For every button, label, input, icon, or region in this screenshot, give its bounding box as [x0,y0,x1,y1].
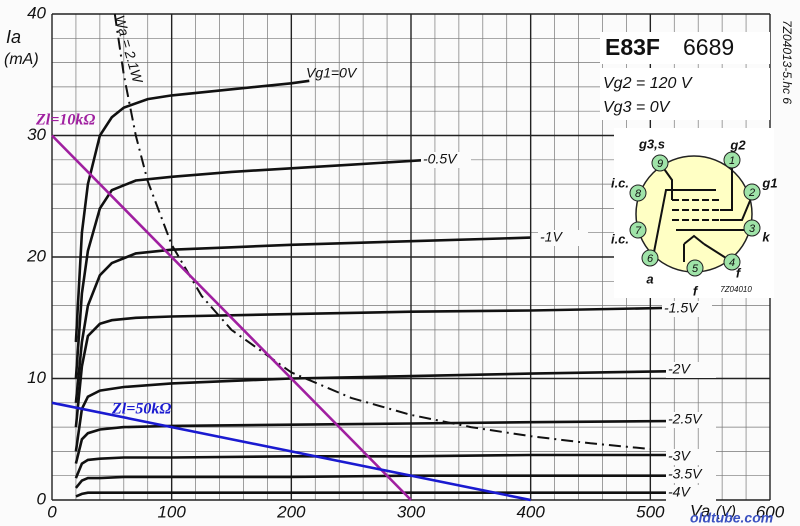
condition: Vg2 = 120 V [603,75,693,92]
pin-label: g1 [761,175,777,190]
label-bg [666,485,716,501]
curves [51,13,675,502]
pin-label: f [693,283,699,298]
x-tick-label: 400 [516,502,545,521]
pin-diagram-code: 7Z04010 [720,285,752,294]
lead [683,243,727,262]
x-tick-label: 500 [636,502,665,521]
series-line [74,453,675,479]
label-bg [666,449,716,465]
drawing-code: 7Z04013-5.hc 6 [780,20,794,104]
x-axis-unit: (V) [716,503,736,520]
pin-number: 8 [635,188,642,200]
series-line [51,401,531,502]
condition: Vg3 = 0V [603,99,671,116]
series-line [74,79,310,343]
electrodes-drawing [653,165,753,262]
series-line [74,419,675,464]
pin [629,184,647,202]
pin [629,221,647,239]
series-line [74,158,429,379]
label-bg [421,152,471,168]
label-bg [662,301,712,317]
chart-subtitle: 6689 [683,34,734,60]
y-axis-unit: (mA) [4,51,39,68]
label-bg [538,230,588,246]
lead [661,165,673,200]
pin-label: f [736,265,742,280]
series-label: Zl=50kΩ [111,401,171,418]
pin-label: g2 [729,137,746,152]
y-tick-label: 30 [27,125,46,144]
pin-number: 3 [749,223,756,235]
series-line [113,13,651,450]
x-tick-label: 100 [157,502,186,521]
conditions-box [600,68,770,120]
series-line [74,369,675,452]
series-label: -1.5V [664,300,699,316]
series-label: -4V [668,484,691,500]
pin [641,249,659,267]
pin-number: 5 [692,263,699,275]
watermark: oldtube.com [690,510,773,526]
pin-label: k [762,229,770,244]
pin-number: 7 [635,225,642,237]
series-label: Zl=10kΩ [35,112,95,129]
series-label: -3.5V [668,466,703,482]
title-box [600,32,770,64]
labels: 0 100 200 300 400 500 600 0 10 20 30 40 Vg1=0V -0.5V -… [26,3,785,521]
series-label: -3V [668,448,691,464]
y-tick-label: 0 [37,489,47,508]
pin [723,253,741,271]
chart-title: E83F [605,34,660,60]
series-label: -1V [540,229,563,245]
pin [723,151,741,169]
series-label: Vg1=0V [306,65,358,81]
label-bg [666,412,716,428]
label-bg [666,467,716,483]
series-line [74,236,531,403]
pin-label: i.c. [611,231,629,246]
pin [651,154,669,172]
y-tick-label: 20 [26,246,46,265]
series-line [51,134,412,501]
y-axis-label: Ia [6,27,21,47]
series-line [74,474,675,489]
heater [683,234,705,245]
pin [743,219,761,237]
series-label: -2.5V [668,411,703,427]
pin-number: 2 [748,187,755,199]
pin-label: g3,s [638,136,665,151]
lead [720,166,733,211]
y-tick-label: 10 [27,368,46,387]
series-label: -2V [668,361,691,377]
lead [653,189,676,253]
x-tick-label: 200 [276,502,306,521]
series-label: -0.5V [423,151,458,167]
lead [720,195,753,221]
y-tick-label: 40 [27,3,46,22]
pin-number: 6 [647,253,654,265]
pin [743,183,761,201]
x-axis-label: Va [690,501,710,520]
pin-label: i.c. [611,175,629,190]
pin [686,259,704,277]
series-line [75,491,675,498]
series-line [74,306,663,428]
label-bg [666,362,716,378]
x-tick-label: 600 [756,502,785,521]
pin-number: 1 [729,155,735,167]
pin-number: 4 [729,257,735,269]
x-tick-label: 300 [397,502,426,521]
x-tick-label: 0 [47,502,57,521]
pin-number: 9 [657,158,663,170]
pin-label: a [646,271,653,286]
